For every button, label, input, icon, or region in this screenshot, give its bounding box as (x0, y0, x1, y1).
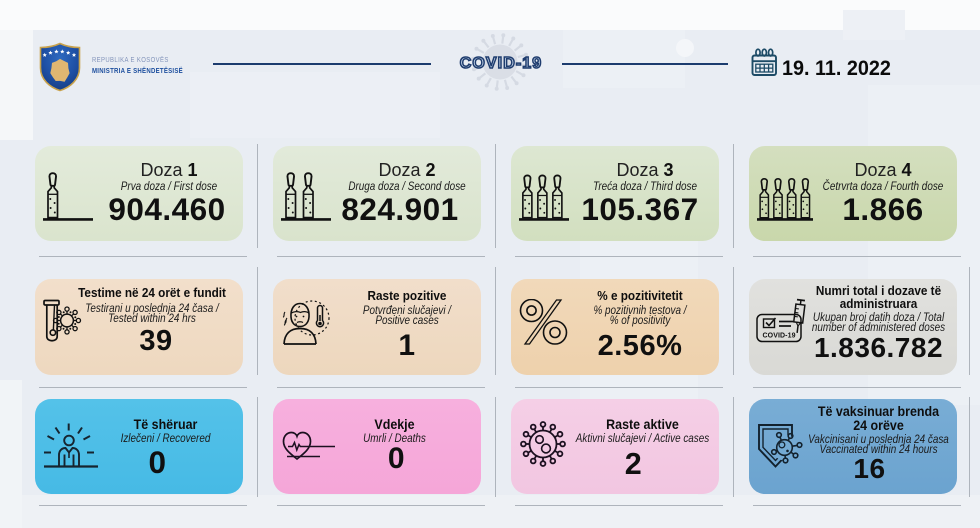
svg-text:COVID-19: COVID-19 (763, 333, 796, 340)
